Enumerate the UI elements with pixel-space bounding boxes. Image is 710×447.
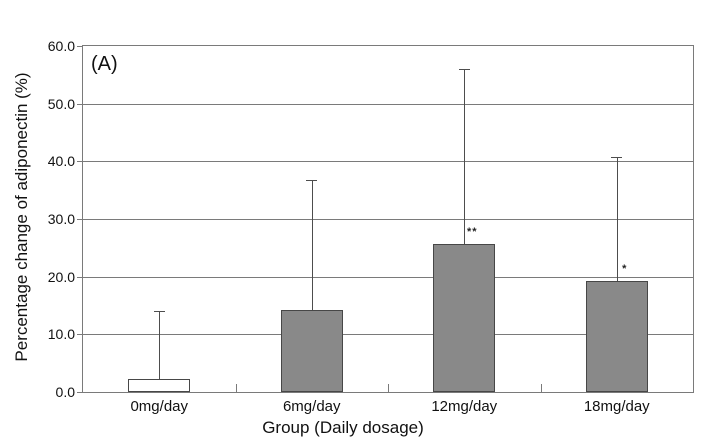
gridline-20.0: [83, 276, 693, 278]
y-tick-label: 60.0: [47, 38, 75, 54]
bar-0mg/day: [128, 378, 191, 392]
error-bar-cap-0mg/day: [153, 311, 165, 313]
x-category-label: 6mg/day: [282, 398, 341, 415]
bar-6mg/day: [280, 310, 343, 392]
bar-12mg/day: [433, 243, 496, 392]
significance-marker-18mg/day: *: [622, 263, 628, 276]
error-bar-0mg/day: [159, 311, 161, 379]
y-tick-label: 20.0: [47, 268, 75, 285]
panel-label: (A): [91, 53, 118, 75]
y-tick-mark-30.0: [77, 219, 83, 220]
gridline-40.0: [83, 161, 693, 163]
y-tick-label: 50.0: [47, 95, 75, 112]
x-axis-title: Group (Daily dosage): [262, 418, 424, 437]
error-bar-cap-18mg/day: [611, 156, 623, 158]
error-bar-12mg/day: [464, 69, 466, 244]
error-bar-18mg/day: [616, 156, 618, 282]
y-tick-mark-10.0: [77, 334, 83, 336]
gridline-50.0: [83, 103, 693, 105]
y-tick-mark-60.0: [77, 46, 83, 47]
y-tick-mark-40.0: [77, 161, 83, 163]
x-tick-mark: [388, 384, 389, 392]
bar-18mg/day: [585, 281, 648, 392]
x-category-label: 12mg/day: [431, 398, 498, 415]
y-tick-label: 30.0: [47, 211, 75, 227]
y-tick-label: 40.0: [47, 153, 75, 170]
error-bar-6mg/day: [311, 180, 313, 311]
gridline-10.0: [83, 334, 693, 336]
y-tick-label: 0.0: [55, 384, 75, 400]
significance-marker-12mg/day: **: [466, 225, 478, 238]
error-bar-cap-6mg/day: [306, 180, 318, 182]
y-tick-label: 10.0: [47, 326, 75, 343]
x-tick-mark: [540, 384, 542, 392]
x-tick-mark: [235, 384, 237, 392]
plot-area: (A) 0.0 10.0 20.0 30.0 40.0 50.0 60.0 0mg/day 6m…: [48, 38, 694, 415]
x-category-label: 18mg/day: [583, 398, 650, 415]
gridline-30.0: [83, 219, 693, 220]
y-tick-mark-50.0: [77, 103, 83, 105]
x-category-label: 0mg/day: [130, 398, 189, 415]
error-bar-cap-12mg/day: [458, 69, 470, 71]
y-tick-mark-20.0: [77, 276, 83, 278]
y-tick-mark-0.0: [77, 392, 83, 393]
